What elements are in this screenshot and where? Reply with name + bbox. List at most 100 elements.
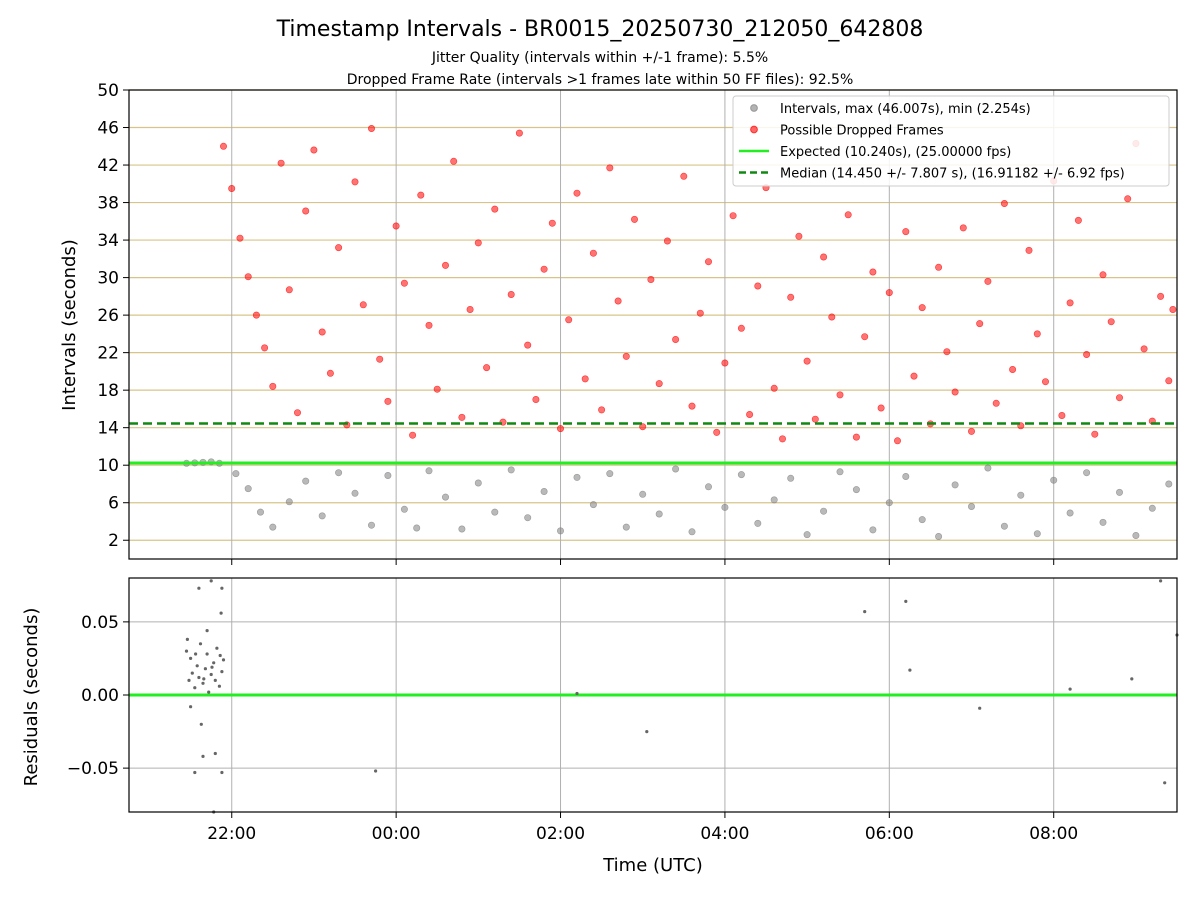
dropped-frame-point — [844, 211, 852, 219]
interval-point — [413, 524, 421, 532]
top-y-tick-label: 10 — [97, 456, 119, 476]
dropped-frame-point — [1107, 318, 1115, 326]
residual-point — [189, 656, 193, 661]
bottom-x-tick-label: 04:00 — [700, 824, 749, 844]
dropped-frame-point — [302, 207, 310, 215]
bottom-x-tick-label: 08:00 — [1029, 824, 1078, 844]
residual-point — [209, 672, 213, 677]
residual-point — [199, 722, 203, 726]
dropped-frame-point — [959, 224, 967, 232]
residual-point — [201, 754, 205, 759]
top-y-tick-label: 26 — [97, 306, 119, 326]
dropped-frame-point — [647, 275, 655, 283]
dropped-frame-point — [630, 215, 638, 223]
residual-point — [904, 599, 908, 604]
dropped-frame-point — [754, 282, 762, 290]
dropped-frame-point — [680, 172, 688, 180]
bottom-x-tick-label: 00:00 — [372, 824, 421, 844]
dropped-frame-point — [828, 313, 836, 321]
bottom-x-tick-label: 06:00 — [865, 824, 914, 844]
residual-point — [190, 671, 194, 675]
dropped-frame-point — [425, 321, 433, 329]
interval-point — [302, 477, 310, 485]
legend-entry-label: Intervals, max (46.007s), min (2.254s) — [780, 102, 1031, 117]
interval-point — [869, 526, 877, 534]
dropped-frame-point — [951, 388, 959, 396]
residual-point — [195, 664, 199, 668]
interval-point — [803, 531, 811, 539]
interval-point — [540, 487, 548, 495]
dropped-frame-point — [1140, 345, 1148, 353]
interval-point — [335, 469, 343, 477]
dropped-frame-point — [1165, 377, 1173, 385]
bottom-y-tick-label: −0.05 — [67, 759, 119, 779]
residual-point — [220, 586, 224, 590]
residual-point — [645, 730, 649, 734]
interval-point — [491, 508, 499, 516]
residual-point — [215, 646, 219, 650]
bottom-y-tick-label: 0.05 — [81, 613, 119, 633]
dropped-frame-point — [770, 384, 778, 392]
dropped-frame-point — [655, 380, 663, 388]
dropped-frame-point — [400, 279, 408, 287]
interval-point — [1017, 491, 1025, 499]
dropped-frame-point — [935, 263, 943, 271]
interval-point — [1099, 518, 1107, 526]
dropped-frame-point — [820, 253, 828, 261]
top-y-tick-label: 30 — [97, 269, 119, 289]
dropped-frame-point — [902, 228, 910, 236]
dropped-frame-point — [852, 433, 860, 441]
legend-entry-label: Expected (10.240s), (25.00000 fps) — [780, 145, 1011, 160]
chart-subtitle-jitter: Jitter Quality (intervals within +/-1 fr… — [431, 50, 768, 66]
interval-point — [244, 485, 252, 493]
dropped-frame-point — [877, 404, 885, 412]
dropped-frame-point — [1066, 299, 1074, 307]
interval-point — [902, 472, 910, 480]
dropped-frame-point — [417, 191, 425, 199]
residual-point — [193, 770, 197, 775]
interval-point — [1066, 509, 1074, 517]
dropped-frame-point — [1033, 330, 1041, 338]
residual-point — [209, 579, 213, 583]
interval-point — [737, 471, 745, 479]
interval-point — [232, 470, 240, 478]
dropped-frame-point — [515, 129, 523, 137]
dropped-frame-point — [220, 142, 228, 150]
residual-point — [197, 586, 201, 590]
interval-point — [754, 519, 762, 527]
interval-point — [1116, 488, 1124, 496]
dropped-frame-point — [713, 428, 721, 436]
dropped-frame-point — [598, 406, 606, 414]
dropped-frame-point — [556, 425, 564, 433]
dropped-frame-point — [836, 391, 844, 399]
dropped-frame-point — [1124, 195, 1132, 203]
interval-point — [918, 516, 926, 524]
interval-point — [269, 523, 277, 531]
dropped-frame-point — [359, 301, 367, 309]
residual-point — [374, 769, 378, 773]
dropped-frame-point — [869, 268, 877, 276]
residual-point — [203, 667, 207, 671]
dropped-frame-point — [1157, 292, 1165, 300]
top-y-tick-label: 42 — [97, 156, 119, 176]
interval-point — [688, 528, 696, 536]
residual-point — [205, 629, 209, 633]
legend-marker — [750, 104, 758, 112]
dropped-frame-point — [458, 413, 466, 421]
dropped-frame-point — [984, 277, 992, 285]
legend-marker — [750, 125, 758, 134]
residual-point — [184, 649, 189, 653]
dropped-frame-point — [778, 435, 786, 443]
top-y-tick-label: 2 — [108, 531, 119, 551]
interval-point — [384, 471, 392, 479]
interval-point — [556, 527, 564, 535]
interval-point — [425, 467, 433, 475]
interval-point — [655, 510, 663, 518]
interval-point — [524, 514, 532, 522]
interval-point — [589, 501, 597, 509]
dropped-frame-point — [746, 410, 754, 418]
dropped-frame-point — [943, 348, 951, 356]
residual-point — [207, 690, 211, 694]
dropped-frame-point — [688, 402, 696, 410]
dropped-frame-point — [976, 320, 984, 328]
